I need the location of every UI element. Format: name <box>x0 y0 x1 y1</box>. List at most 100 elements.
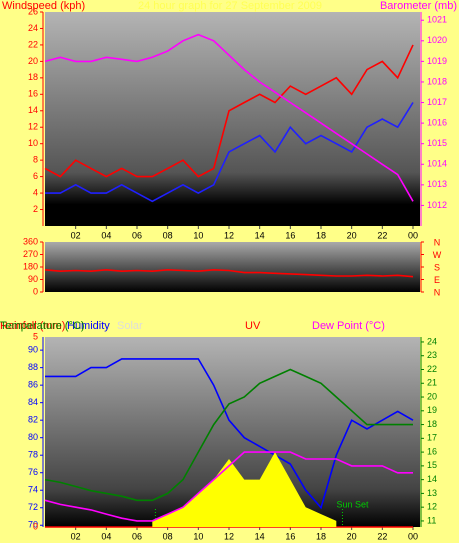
y-tick-label: 360 <box>23 236 38 246</box>
x-tick-label: 10 <box>193 230 203 240</box>
x-tick-label: 10 <box>193 531 203 541</box>
y-tick-label: 78 <box>28 450 38 460</box>
x-tick-label: 22 <box>377 531 387 541</box>
y2-tick-label: 24 <box>427 336 437 346</box>
y2-tick-label: 16 <box>427 446 437 456</box>
x-tick-label: 08 <box>163 230 173 240</box>
x-tick-label: 14 <box>255 230 265 240</box>
y-tick-label: 76 <box>28 467 38 477</box>
series-line <box>44 368 413 502</box>
y2-tick-label: N <box>434 237 441 247</box>
y2-tick-label: 1012 <box>427 200 447 210</box>
y2-tick-label: 14 <box>427 474 437 484</box>
y2-tick-label: 18 <box>427 419 437 429</box>
legend-label: Humidity <box>67 320 110 332</box>
y-tick-label: 270 <box>23 249 38 259</box>
series-line <box>44 33 414 202</box>
y-tick-label: 0 <box>33 286 38 296</box>
plot-bg <box>45 12 420 226</box>
y-tick-label: 84 <box>28 397 38 407</box>
y-tick-label: 70 <box>28 520 38 530</box>
y2-tick-label: 13 <box>427 488 437 498</box>
legend-label: Dew Point (°C) <box>312 320 385 332</box>
x-tick-label: 18 <box>316 531 326 541</box>
y2-tick-label: 20 <box>427 391 437 401</box>
x-tick-label: 14 <box>255 531 265 541</box>
y-tick-label: 88 <box>28 362 38 372</box>
y-tick-label: 26 <box>28 6 38 16</box>
y3-tick-label: 5 <box>33 331 38 341</box>
x-tick-label: 20 <box>347 230 357 240</box>
x-tick-label: 06 <box>132 230 142 240</box>
x-tick-label: 06 <box>132 531 142 541</box>
y2-tick-label: 1021 <box>427 15 447 25</box>
x-tick-label: 00 <box>408 531 418 541</box>
y-tick-label: 20 <box>28 56 38 66</box>
series-line <box>45 358 414 510</box>
x-tick-label: 08 <box>163 531 173 541</box>
x-tick-label: 00 <box>408 230 418 240</box>
x-tick-label: 18 <box>316 230 326 240</box>
legend-label: Temperature (°C) <box>0 320 84 332</box>
y2-tick-label: W <box>433 250 442 260</box>
x-tick-label: 12 <box>224 531 234 541</box>
y2-tick-label: 21 <box>427 378 437 388</box>
x-tick-label: 02 <box>71 531 81 541</box>
y-tick-label: 180 <box>23 261 38 271</box>
plot-bg <box>45 242 420 292</box>
y2-tick-label: 19 <box>427 405 437 415</box>
x-tick-label: 22 <box>377 230 387 240</box>
y-tick-label: 8 <box>33 155 38 165</box>
series-line <box>44 451 413 522</box>
y2-tick-label: 12 <box>427 502 437 512</box>
legend-label: Solar <box>117 320 143 332</box>
y-tick-label: 18 <box>28 72 38 82</box>
x-tick-label: 02 <box>71 230 81 240</box>
x-tick-label: 20 <box>347 531 357 541</box>
series-line <box>44 268 414 278</box>
y2-tick-label: 11 <box>427 515 436 525</box>
y-tick-label: 82 <box>28 415 38 425</box>
y2-tick-label: 1013 <box>427 179 447 189</box>
y-tick-label: 80 <box>28 432 38 442</box>
y-tick-label: 2 <box>33 204 38 214</box>
annotation: Sun Set <box>336 499 369 509</box>
y2-tick-label: 15 <box>427 460 437 470</box>
y2-tick-label: 22 <box>427 364 437 374</box>
y2-axis-label: Barometer (mb) <box>380 0 457 12</box>
y-tick-label: 24 <box>28 23 38 33</box>
y2-tick-label: 1014 <box>427 159 447 169</box>
y2-tick-label: 23 <box>427 350 437 360</box>
y2-tick-label: 1018 <box>427 76 447 86</box>
x-tick-label: 04 <box>101 531 111 541</box>
solar-area <box>152 452 337 527</box>
y2-tick-label: N <box>434 287 441 297</box>
y-tick-label: 4 <box>33 187 38 197</box>
y-tick-label: 72 <box>28 502 38 512</box>
y2-tick-label: E <box>434 275 440 285</box>
y-tick-label: 10 <box>28 138 38 148</box>
y-tick-label: 22 <box>28 39 38 49</box>
x-tick-label: 16 <box>285 230 295 240</box>
y3-tick-label: 0 <box>33 521 38 531</box>
uv-label: UV <box>245 320 261 332</box>
y2-tick-label: 1017 <box>427 97 447 107</box>
y2-tick-label: 1019 <box>427 56 447 66</box>
legend-label: Rainfall (mm) <box>0 320 65 332</box>
x-tick-label: 12 <box>224 230 234 240</box>
y2-tick-label: 17 <box>427 433 437 443</box>
y2-tick-label: S <box>434 262 440 272</box>
y-tick-label: 16 <box>28 89 38 99</box>
y-tick-label: 12 <box>28 122 38 132</box>
y2-tick-label: 1015 <box>427 138 447 148</box>
y2-tick-label: 1020 <box>427 35 447 45</box>
y-tick-label: 86 <box>28 380 38 390</box>
y-tick-label: 90 <box>28 345 38 355</box>
y-tick-label: 90 <box>28 274 38 284</box>
series-line <box>45 102 414 203</box>
y-axis-label: Windspeed (kph) <box>2 0 85 12</box>
y2-tick-label: 1016 <box>427 117 447 127</box>
series-line <box>44 44 414 178</box>
y-tick-label: 74 <box>28 485 38 495</box>
